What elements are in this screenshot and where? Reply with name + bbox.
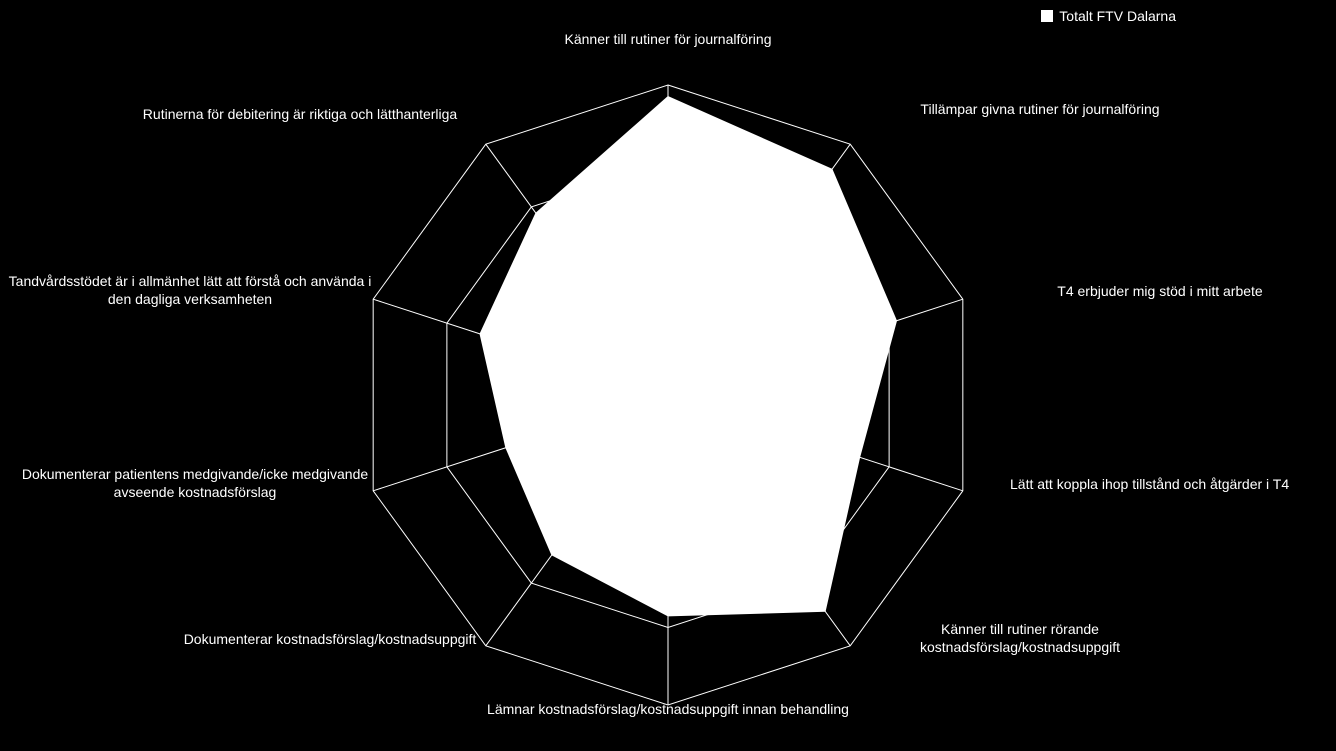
radar-chart-container: Totalt FTV Dalarna Känner till rutiner f… [0,0,1336,751]
legend-series-label: Totalt FTV Dalarna [1059,8,1176,24]
legend-swatch [1041,10,1053,22]
radar-chart-svg [0,0,1336,751]
legend: Totalt FTV Dalarna [1041,8,1176,24]
